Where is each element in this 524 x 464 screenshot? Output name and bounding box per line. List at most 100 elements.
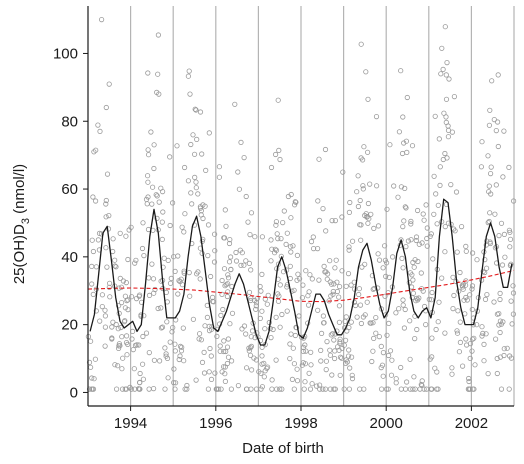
data-point [90,194,96,200]
data-point [457,339,463,345]
data-point [99,16,105,23]
data-point [136,386,142,392]
data-point [408,237,414,243]
data-point [433,191,439,197]
data-point [438,71,444,77]
x-tick-label: 2000 [370,415,403,432]
data-point [337,336,343,342]
data-point [500,174,506,180]
data-point [261,374,267,380]
data-point [320,313,326,319]
y-tick-label: 20 [61,317,78,334]
data-point [327,258,333,264]
data-point [469,250,476,256]
data-point [269,377,275,383]
data-point [332,386,338,392]
data-point [109,336,115,342]
data-point [165,375,171,381]
data-point [506,227,512,233]
data-point [154,215,160,221]
data-point [273,314,279,320]
data-point [280,220,286,226]
data-point [368,211,374,217]
data-point [163,289,169,295]
data-point [273,247,280,253]
data-point [137,379,143,385]
data-point [404,149,410,155]
data-point [346,209,352,215]
data-point [365,96,371,102]
data-point [275,236,281,242]
data-point [212,248,218,254]
data-point [285,193,291,200]
data-point [320,386,326,392]
data-point [457,269,463,276]
data-point [483,242,489,248]
data-point [149,201,155,207]
data-point [315,307,321,313]
data-point [401,325,407,331]
data-point [493,128,499,134]
data-point [480,268,486,274]
data-point [501,128,507,134]
data-point [188,141,194,148]
data-point [229,310,236,316]
data-point [442,150,448,157]
data-point [244,386,250,392]
data-point [327,352,333,358]
data-point [219,369,225,375]
data-point [294,366,300,372]
data-point [173,380,179,386]
data-point [156,199,162,205]
data-point [264,364,271,370]
data-point [258,386,264,392]
data-point [284,308,290,314]
data-point [383,273,389,279]
data-point [348,319,354,325]
data-point [384,332,390,338]
data-point [373,183,380,189]
data-point [155,305,161,312]
data-point [313,383,320,389]
data-point [357,197,363,204]
data-point [328,332,334,338]
data-point [238,139,244,145]
data-point [343,314,349,320]
data-point [228,266,234,273]
data-point [157,358,163,364]
data-point [386,274,392,280]
data-point [383,386,390,392]
data-point [349,372,355,378]
data-point [92,356,99,362]
data-point [487,210,493,216]
data-point [248,297,254,304]
data-point [507,244,513,250]
data-point [151,357,157,363]
data-point [445,127,452,133]
data-point [337,354,344,360]
data-point [450,305,456,312]
data-point [207,345,213,352]
data-point [289,376,295,382]
data-point [469,336,476,342]
data-point [408,218,414,224]
data-point [140,376,146,382]
data-point [179,282,185,288]
data-point [347,199,353,206]
data-point [172,268,178,274]
data-point [146,292,153,298]
data-point [454,330,461,336]
data-point [479,324,485,330]
data-point [175,253,181,259]
data-point [137,370,143,377]
data-point [398,364,404,371]
data-point [103,214,109,220]
data-point [481,358,487,364]
data-point [493,182,499,188]
data-point [306,370,312,376]
data-point [348,354,355,360]
data-point [170,324,176,331]
data-point [198,337,204,343]
data-point [164,319,170,325]
data-point [486,218,492,225]
